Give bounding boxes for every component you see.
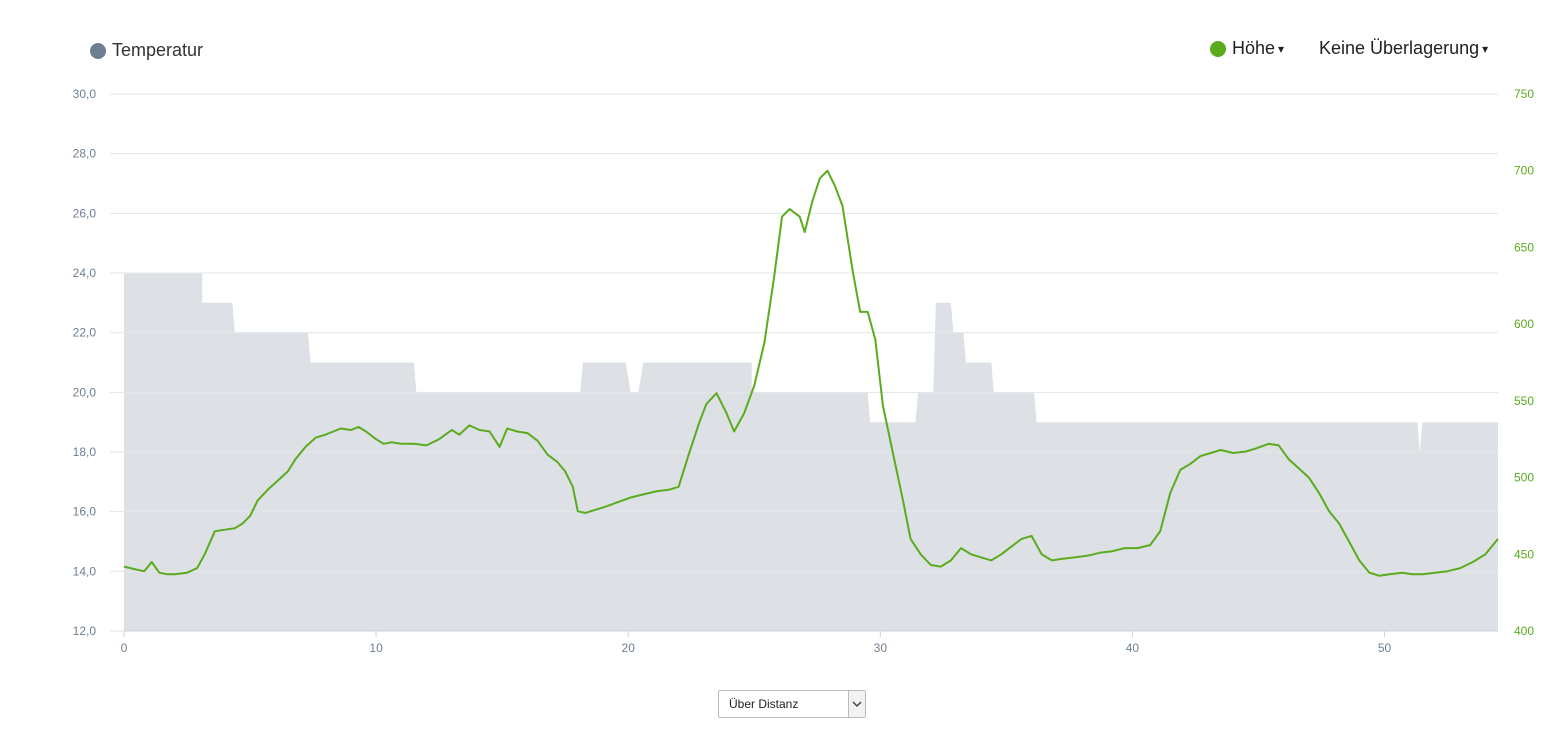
y-left-tick-label: 18,0 [73, 445, 97, 459]
legend-temperature[interactable]: Temperatur [90, 40, 203, 61]
caret-down-icon: ▾ [1482, 41, 1489, 56]
x-tick-label: 50 [1378, 641, 1392, 655]
elevation-line [123, 169, 1499, 577]
elevation-dropdown-label: Höhe [1232, 38, 1276, 58]
y-left-tick-label: 24,0 [73, 266, 97, 280]
y-left-tick-label: 14,0 [73, 564, 97, 578]
x-tick-label: 10 [369, 641, 383, 655]
overlay-dropdown-label: Keine Überlagerung [1319, 38, 1480, 58]
y-right-tick-label: 650 [1514, 240, 1534, 254]
y-left-tick-label: 12,0 [73, 624, 97, 638]
chevron-down-icon[interactable] [848, 691, 865, 717]
x-tick-label: 30 [874, 641, 888, 655]
legend-temperature-label: Temperatur [112, 40, 204, 60]
y-left-tick-label: 26,0 [73, 206, 97, 220]
y-right-tick-label: 600 [1514, 317, 1534, 331]
elevation-dropdown[interactable]: Höhe ▾ [1210, 38, 1284, 59]
y-right-tick-label: 550 [1514, 394, 1534, 408]
overlay-dropdown[interactable]: Keine Überlagerung ▾ [1319, 38, 1488, 59]
y-right-tick-label: 700 [1514, 164, 1534, 178]
x-tick-label: 20 [622, 641, 636, 655]
y-left-tick-label: 28,0 [73, 147, 97, 161]
elevation-dot-icon [1210, 40, 1226, 57]
y-left-tick-label: 16,0 [73, 505, 97, 519]
y-left-tick-label: 20,0 [73, 385, 97, 399]
y-right-tick-label: 500 [1514, 471, 1534, 485]
y-right-tick-label: 450 [1514, 547, 1534, 561]
x-tick-label: 0 [121, 641, 128, 655]
y-left-tick-label: 22,0 [73, 326, 97, 340]
y-right-tick-label: 750 [1514, 87, 1534, 101]
x-axis-mode-value: Über Distanz [729, 697, 799, 711]
caret-down-icon: ▾ [1278, 41, 1285, 56]
y-left-tick-label: 30,0 [73, 87, 97, 101]
x-tick-label: 40 [1126, 641, 1140, 655]
x-axis-mode-select[interactable]: Über Distanz [718, 690, 866, 718]
y-right-tick-label: 400 [1514, 624, 1534, 638]
temperature-dot-icon [90, 42, 106, 59]
